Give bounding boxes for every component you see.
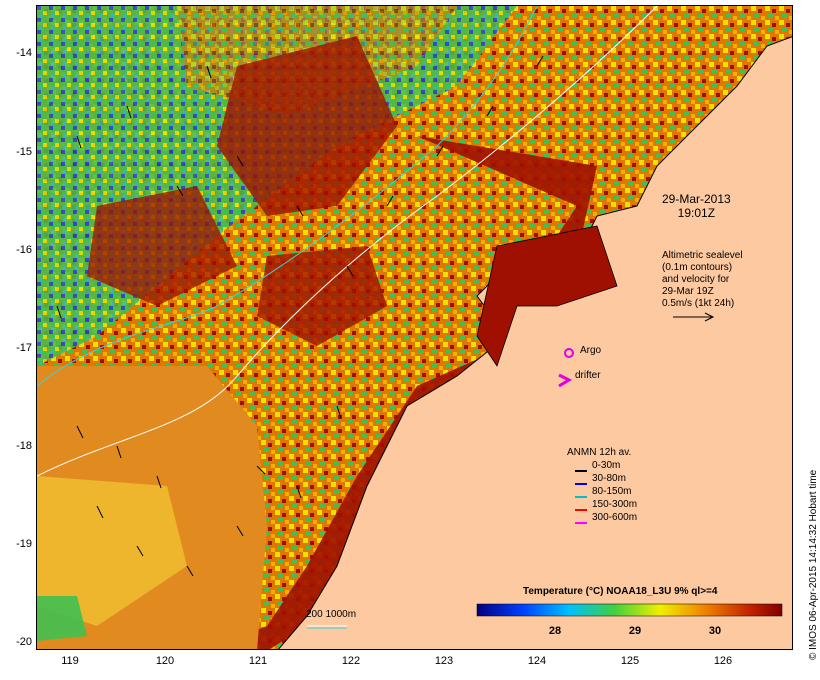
drifter-label: drifter [575,370,601,381]
legend-item: 300-600m [592,512,638,523]
credit-text: © IMOS 06-Apr-2015 14:14:32 Hobart time [808,469,819,660]
sst-map-svg [37,6,792,649]
x-tick-label: 120 [155,655,175,667]
depth-contour-1000m [37,6,538,387]
timestamp-date: 29-Mar-2013 [662,192,731,206]
colorbar-tick: 29 [628,625,642,637]
warm-coastal-band [211,136,597,649]
sst-map[interactable] [36,5,793,650]
sealevel-note-line: 29-Mar 19Z [662,286,714,297]
sealevel-note-line: and velocity for [662,274,730,285]
sealevel-note-line: 0.5m/s (1kt 24h) [662,298,735,309]
legend-title: ANMN 12h av. [567,447,632,458]
timestamp-block: 29-Mar-2013 19:01Z [662,192,731,220]
y-tick-label: -20 [16,636,32,648]
velocity-vectors [56,55,544,577]
x-tick-label: 124 [527,655,547,667]
y-tick-label: -17 [16,342,32,354]
colorbar-tick: 28 [548,625,562,637]
legend-item: 0-30m [592,460,621,471]
depth-contours-label: 200 1000m [306,609,357,620]
drifter-marker [558,373,573,388]
colorbar-title: Temperature (°C) NOAA18_L3U 9% ql>=4 [523,586,718,597]
colorbar [476,603,783,617]
legend-item: 80-150m [592,486,632,497]
colorbar-tick: 30 [708,625,722,637]
legend-arrows [575,470,587,524]
y-tick-label: -16 [16,244,32,256]
x-tick-label: 119 [61,655,79,667]
legend-item: 30-80m [592,473,626,484]
y-tick-label: -14 [16,47,32,59]
sealevel-note-line: Altimetric sealevel [662,250,743,261]
timestamp-time: 19:01Z [677,206,716,220]
x-tick-label: 122 [341,655,361,667]
x-tick-label: 125 [620,655,640,667]
legend-item: 150-300m [592,499,638,510]
x-tick-label: 126 [713,655,733,667]
sealevel-note-line: (0.1m contours) [662,262,733,273]
y-tick-label: -18 [16,440,32,452]
argo-marker [564,348,574,358]
y-tick-label: -19 [16,538,32,550]
gulf-warm-water [476,225,618,367]
y-tick-label: -15 [16,146,32,158]
argo-label: Argo [580,345,602,356]
depth-contour-200m [37,6,658,477]
sealevel-note: Altimetric sealevel (0.1m contours) and … [662,250,743,310]
x-tick-label: 123 [434,655,454,667]
x-tick-label: 121 [248,655,268,667]
